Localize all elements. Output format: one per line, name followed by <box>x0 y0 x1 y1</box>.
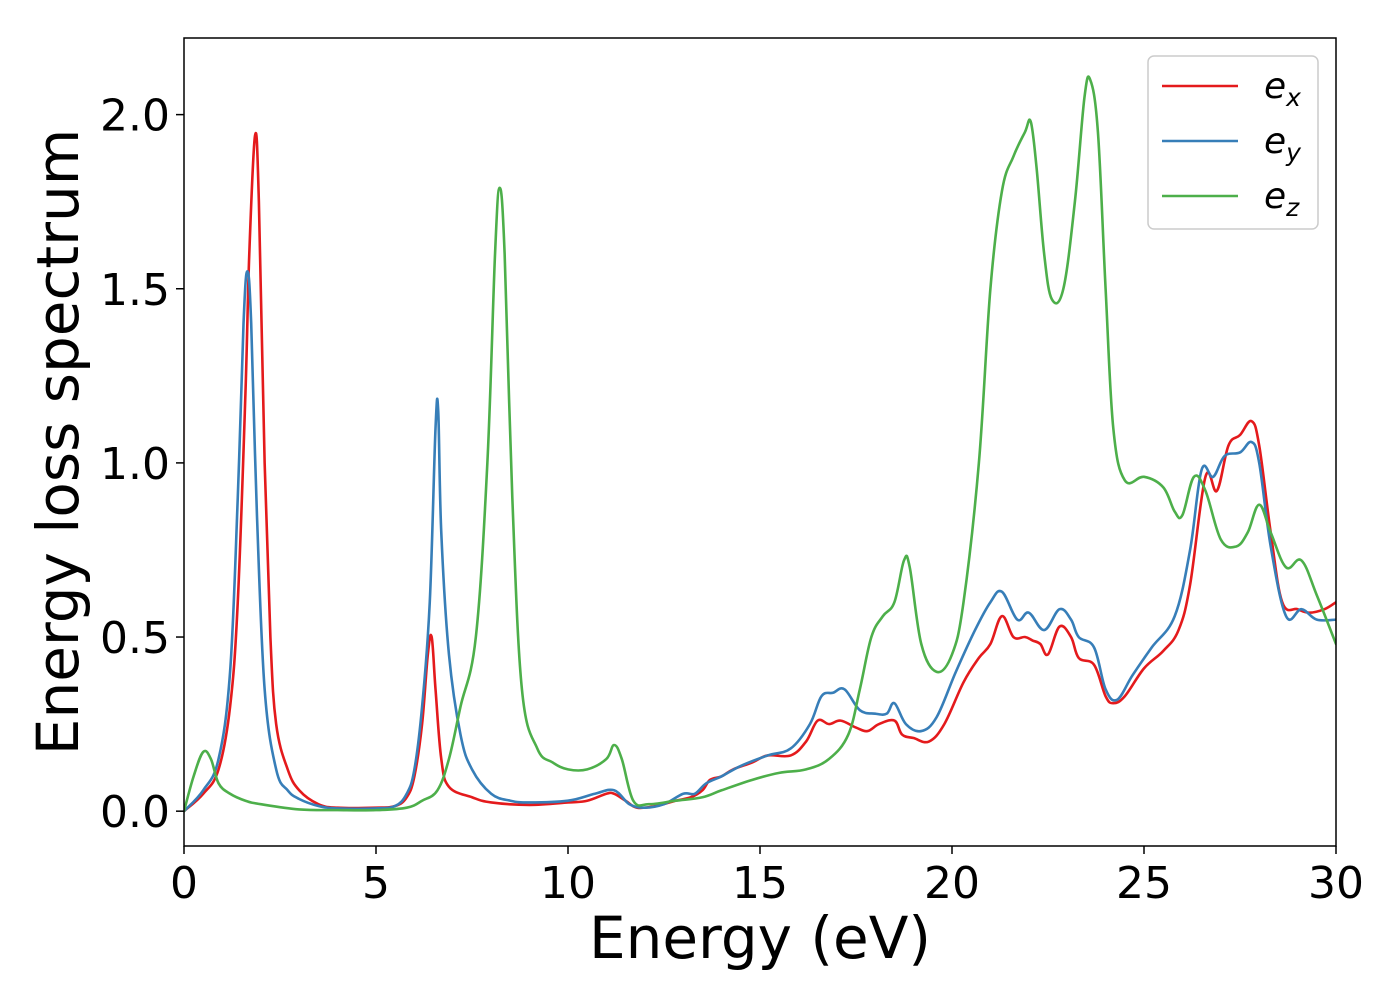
x-tick-label: 15 <box>732 858 788 909</box>
x-tick-label: 25 <box>1116 858 1172 909</box>
x-axis: 0 5 10 15 20 25 30 <box>170 846 1364 909</box>
x-tick-label: 20 <box>924 858 980 909</box>
series-line-ey <box>184 270 1336 813</box>
series-line-ez <box>184 75 1336 813</box>
x-tick-label: 10 <box>540 858 596 909</box>
y-tick-label: 1.0 <box>100 439 170 490</box>
plot-area <box>184 38 1336 846</box>
y-tick-label: 1.5 <box>100 265 170 316</box>
legend-box <box>1147 55 1319 230</box>
y-tick-label: 2.0 <box>100 91 170 142</box>
x-axis-label: Energy (eV) <box>589 904 931 972</box>
y-tick-label: 0.0 <box>100 787 170 838</box>
x-tick-label: 30 <box>1308 858 1364 909</box>
x-tick-label: 5 <box>362 858 390 909</box>
y-axis-label: Energy loss spectrum <box>24 129 92 755</box>
series-layer <box>184 75 1336 813</box>
x-tick-label: 0 <box>170 858 198 909</box>
y-tick-label: 0.5 <box>100 613 170 664</box>
y-axis: 0.0 0.5 1.0 1.5 2.0 <box>100 91 184 838</box>
